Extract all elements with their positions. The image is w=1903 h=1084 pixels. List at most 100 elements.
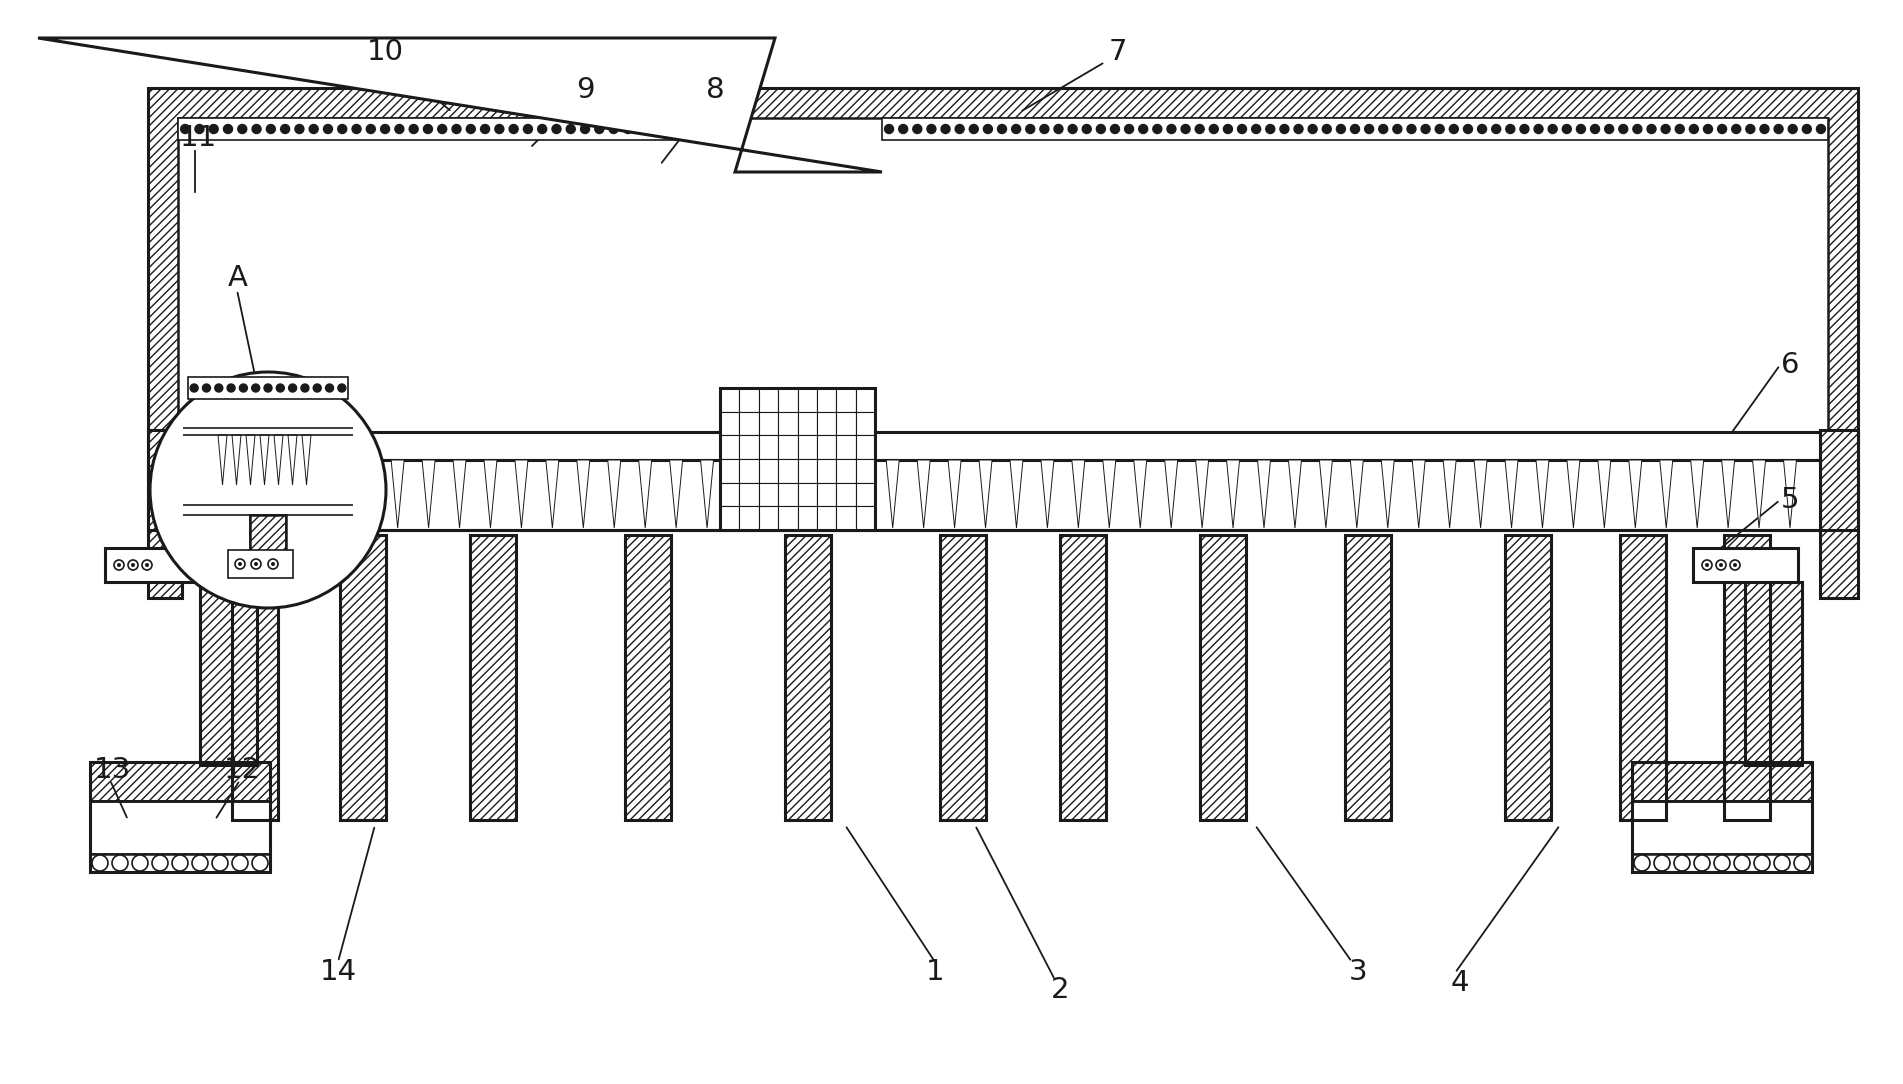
- Circle shape: [352, 125, 362, 133]
- Bar: [1694, 549, 1798, 582]
- Polygon shape: [854, 460, 868, 528]
- Bar: [1201, 535, 1246, 820]
- Bar: [1633, 800, 1812, 854]
- Circle shape: [969, 125, 978, 133]
- Bar: [816, 482, 835, 506]
- Circle shape: [1717, 560, 1726, 570]
- Bar: [740, 388, 759, 412]
- Circle shape: [152, 855, 167, 872]
- Text: 5: 5: [1781, 486, 1798, 514]
- Bar: [1633, 762, 1812, 872]
- Polygon shape: [1258, 460, 1271, 528]
- Polygon shape: [546, 460, 559, 528]
- Bar: [740, 412, 759, 436]
- Bar: [856, 506, 875, 530]
- Bar: [940, 535, 986, 820]
- Circle shape: [1619, 125, 1627, 133]
- Circle shape: [1703, 125, 1713, 133]
- Bar: [719, 482, 740, 506]
- Polygon shape: [670, 460, 683, 528]
- Circle shape: [409, 125, 419, 133]
- Bar: [816, 459, 835, 482]
- Bar: [148, 88, 1857, 530]
- Bar: [470, 535, 516, 820]
- Circle shape: [1576, 125, 1585, 133]
- Circle shape: [681, 125, 689, 133]
- Circle shape: [1281, 125, 1288, 133]
- Circle shape: [1646, 125, 1656, 133]
- Circle shape: [624, 125, 632, 133]
- Bar: [232, 535, 278, 820]
- Circle shape: [234, 559, 245, 569]
- Bar: [940, 535, 986, 820]
- Polygon shape: [1690, 460, 1703, 528]
- Bar: [778, 459, 797, 482]
- Bar: [797, 436, 816, 459]
- Polygon shape: [1041, 460, 1054, 528]
- Circle shape: [150, 372, 386, 608]
- Bar: [1060, 535, 1106, 820]
- Circle shape: [1167, 125, 1176, 133]
- Circle shape: [1380, 125, 1387, 133]
- Polygon shape: [422, 460, 436, 528]
- Circle shape: [232, 855, 247, 872]
- Circle shape: [1520, 125, 1528, 133]
- Bar: [759, 482, 778, 506]
- Bar: [183, 460, 1819, 530]
- Polygon shape: [1753, 460, 1766, 528]
- Bar: [105, 549, 209, 582]
- Circle shape: [1635, 855, 1650, 872]
- Circle shape: [1195, 125, 1205, 133]
- Polygon shape: [700, 460, 714, 528]
- Circle shape: [1715, 855, 1730, 872]
- Circle shape: [955, 125, 965, 133]
- Circle shape: [251, 559, 261, 569]
- Bar: [740, 436, 759, 459]
- Circle shape: [1138, 125, 1148, 133]
- Bar: [719, 388, 875, 530]
- Bar: [183, 433, 1819, 460]
- Circle shape: [1182, 125, 1189, 133]
- Circle shape: [253, 562, 259, 566]
- Circle shape: [1732, 125, 1741, 133]
- Polygon shape: [639, 460, 651, 528]
- Circle shape: [1701, 560, 1713, 570]
- Polygon shape: [607, 460, 620, 528]
- Circle shape: [1654, 855, 1671, 872]
- Bar: [1505, 535, 1551, 820]
- Bar: [719, 506, 740, 530]
- Polygon shape: [483, 460, 497, 528]
- Bar: [1633, 854, 1812, 872]
- Bar: [759, 388, 778, 412]
- Bar: [249, 515, 285, 575]
- Polygon shape: [1195, 460, 1208, 528]
- Circle shape: [723, 125, 733, 133]
- Bar: [759, 506, 778, 530]
- Bar: [759, 436, 778, 459]
- Bar: [1745, 582, 1802, 765]
- Polygon shape: [1165, 460, 1178, 528]
- Polygon shape: [1134, 460, 1148, 528]
- Circle shape: [1633, 125, 1642, 133]
- Circle shape: [194, 125, 204, 133]
- Circle shape: [226, 384, 236, 392]
- Bar: [89, 762, 270, 800]
- Bar: [835, 412, 856, 436]
- Bar: [778, 412, 797, 436]
- Circle shape: [913, 125, 921, 133]
- Circle shape: [1435, 125, 1444, 133]
- Circle shape: [289, 384, 297, 392]
- Circle shape: [325, 384, 333, 392]
- Circle shape: [181, 125, 190, 133]
- Circle shape: [339, 384, 346, 392]
- Circle shape: [314, 384, 322, 392]
- Circle shape: [381, 125, 390, 133]
- Bar: [148, 88, 1857, 530]
- Text: 4: 4: [1450, 969, 1469, 997]
- Polygon shape: [1629, 460, 1642, 528]
- Polygon shape: [303, 435, 310, 485]
- Circle shape: [1734, 563, 1737, 567]
- Polygon shape: [1783, 460, 1796, 528]
- Circle shape: [251, 125, 261, 133]
- Bar: [797, 388, 816, 412]
